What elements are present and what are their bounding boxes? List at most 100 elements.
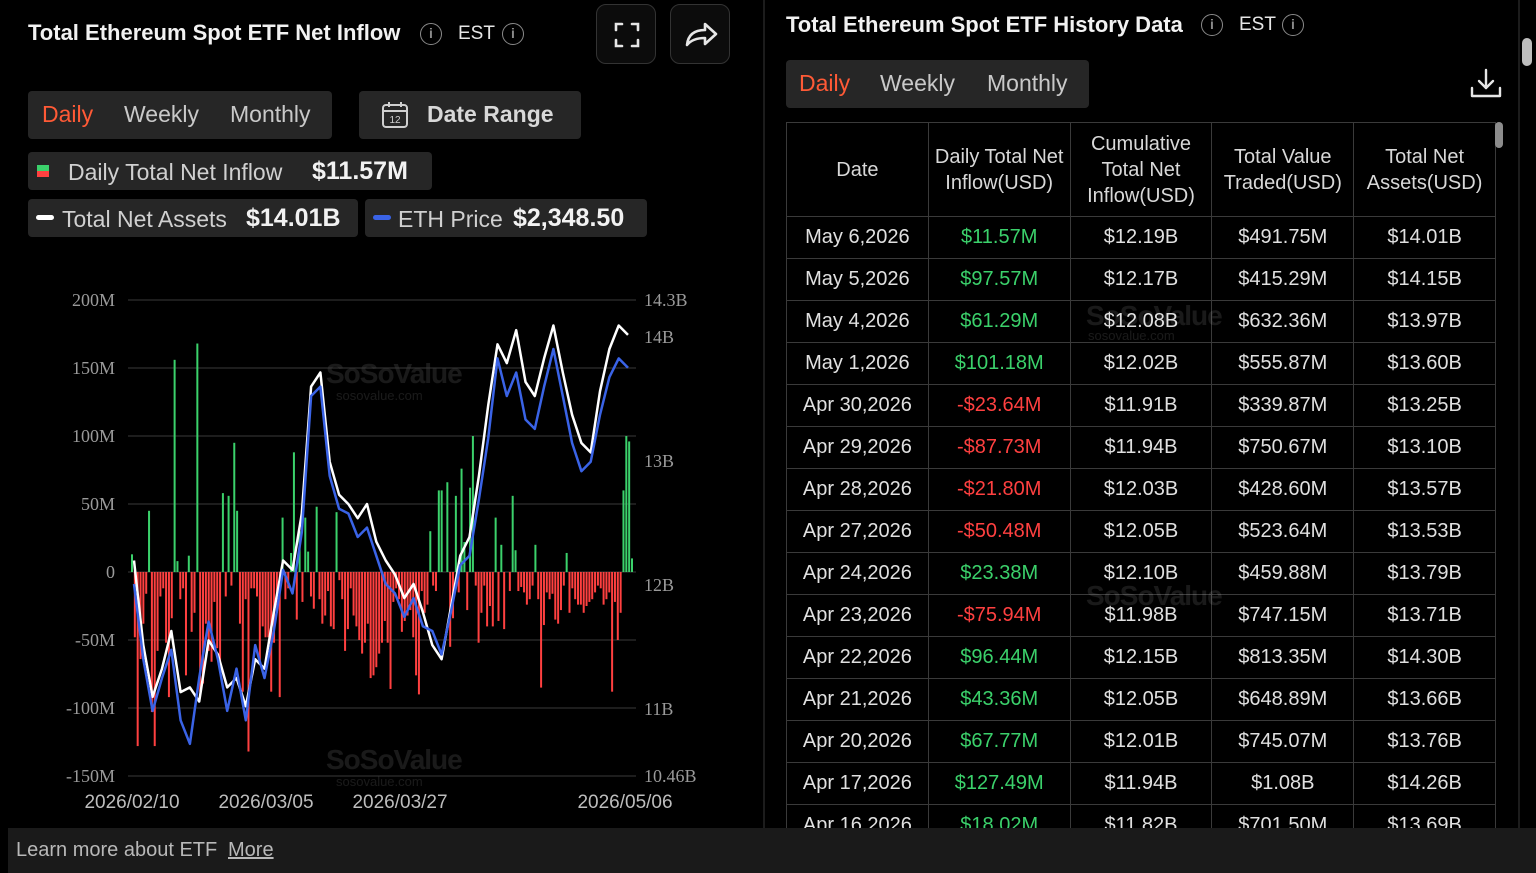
inflow-bar	[605, 572, 608, 600]
more-link[interactable]: More	[228, 839, 274, 861]
table-row[interactable]: May 4,2026 $61.29M $12.08B $632.36M $13.97B	[786, 300, 1496, 343]
history-table-container[interactable]: Date Daily Total Net Inflow(USD) Cumulat…	[786, 122, 1496, 828]
cell-net-assets: $14.15B	[1353, 258, 1496, 301]
inflow-bar	[616, 572, 619, 640]
y-tick-left: 200M	[72, 290, 115, 310]
panel-divider	[1518, 0, 1520, 828]
table-row[interactable]: Apr 28,2026 -$21.80M $12.03B $428.60M $13.57…	[786, 468, 1496, 511]
download-icon[interactable]	[1468, 66, 1504, 102]
inflow-bar	[210, 572, 213, 662]
table-row[interactable]: Apr 17,2026 $127.49M $11.94B $1.08B $14.26B	[786, 762, 1496, 805]
table-row[interactable]: Apr 27,2026 -$50.48M $12.05B $523.64M $13.53…	[786, 510, 1496, 553]
table-row[interactable]: May 1,2026 $101.18M $12.02B $555.87M $13.60B	[786, 342, 1496, 385]
share-button[interactable]	[670, 4, 730, 64]
inflow-bar	[233, 442, 236, 572]
info-icon[interactable]: i	[420, 23, 442, 45]
table-row[interactable]: Apr 30,2026 -$23.64M $11.91B $339.87M $13.25…	[786, 384, 1496, 427]
x-tick: 2026/05/06	[577, 792, 672, 813]
tab-weekly[interactable]: Weekly	[124, 101, 199, 127]
inflow-bar	[540, 572, 543, 688]
inflow-bar	[253, 572, 256, 589]
header-net-assets: Total Net Assets(USD)	[1353, 122, 1496, 217]
inflow-bar	[378, 572, 381, 654]
info-icon[interactable]: i	[1282, 14, 1304, 36]
inflow-bar	[454, 495, 457, 572]
inflow-bar	[375, 572, 378, 668]
cell-net-assets: $13.79B	[1353, 552, 1496, 595]
table-row[interactable]: Apr 16,2026 $18.02M $11.82B $701.50M $13.69B	[786, 804, 1496, 828]
inflow-bar	[184, 572, 187, 676]
watermark-logo: SoSoValue	[326, 744, 463, 775]
cell-date: Apr 17,2026	[786, 762, 929, 805]
inflow-bar	[315, 506, 318, 572]
inflow-bar	[534, 544, 537, 572]
table-row[interactable]: Apr 23,2026 -$75.94M $11.98B $747.15M $13.71…	[786, 594, 1496, 637]
cell-net-assets: $13.76B	[1353, 720, 1496, 763]
inflow-bar	[366, 572, 369, 624]
inflow-bar	[327, 572, 330, 592]
cell-value-traded: $750.67M	[1211, 426, 1355, 469]
tab-weekly[interactable]: Weekly	[880, 70, 955, 96]
table-row[interactable]: Apr 22,2026 $96.44M $12.15B $813.35M $14.30B	[786, 636, 1496, 679]
inflow-bar	[165, 572, 168, 643]
inflow-bar	[295, 572, 298, 620]
cell-cumulative-inflow: $11.82B	[1069, 804, 1213, 828]
legend-net-inflow[interactable]: Daily Total Net Inflow $11.57M	[28, 152, 432, 190]
cell-daily-inflow: -$87.73M	[927, 426, 1071, 469]
legend-eth-price[interactable]: ETH Price $2,348.50	[365, 199, 647, 237]
table-row[interactable]: May 5,2026 $97.57M $12.17B $415.29M $14.15B	[786, 258, 1496, 301]
table-row[interactable]: Apr 24,2026 $23.38M $12.10B $459.88M $13.79B	[786, 552, 1496, 595]
inflow-bar	[571, 572, 574, 589]
net-assets-line	[132, 324, 629, 708]
cell-date: Apr 27,2026	[786, 510, 929, 553]
date-range-button[interactable]: 12 Date Range	[359, 91, 581, 139]
info-icon[interactable]: i	[502, 23, 524, 45]
history-table: Date Daily Total Net Inflow(USD) Cumulat…	[786, 122, 1496, 828]
inflow-bar	[196, 343, 199, 572]
inflow-bar	[488, 572, 491, 606]
cell-date: May 4,2026	[786, 300, 929, 343]
tab-daily[interactable]: Daily	[799, 70, 851, 96]
info-icon[interactable]: i	[1201, 14, 1223, 36]
table-row[interactable]: Apr 21,2026 $43.36M $12.05B $648.89M $13.66B	[786, 678, 1496, 721]
cell-daily-inflow: $97.57M	[927, 258, 1071, 301]
cell-cumulative-inflow: $12.05B	[1069, 510, 1213, 553]
table-row[interactable]: May 6,2026 $11.57M $12.19B $491.75M $14.01B	[786, 216, 1496, 259]
y-tick-left: -100M	[66, 698, 115, 718]
inflow-bar	[400, 572, 403, 632]
inflow-bar	[219, 572, 222, 668]
cell-net-assets: $13.10B	[1353, 426, 1496, 469]
table-row[interactable]: Apr 29,2026 -$87.73M $11.94B $750.67M $13.10…	[786, 426, 1496, 469]
inflow-bar	[352, 572, 355, 616]
inflow-bar	[267, 572, 270, 638]
tab-monthly[interactable]: Monthly	[230, 101, 311, 127]
legend-net-inflow-value: $11.57M	[312, 157, 408, 185]
y-tick-right: 11B	[644, 699, 673, 719]
tab-monthly[interactable]: Monthly	[987, 70, 1068, 96]
inflow-bar	[517, 572, 520, 592]
cell-net-assets: $13.71B	[1353, 594, 1496, 637]
cell-date: Apr 24,2026	[786, 552, 929, 595]
x-axis: 2026/02/10 2026/03/05 2026/03/27 2026/05/06	[84, 792, 672, 813]
inflow-bar	[471, 436, 474, 572]
tab-daily[interactable]: Daily	[42, 101, 94, 127]
cell-value-traded: $1.08B	[1211, 762, 1355, 805]
inflow-bar	[554, 572, 557, 620]
legend-net-assets[interactable]: Total Net Assets $14.01B	[28, 199, 358, 237]
table-scrollbar[interactable]	[1495, 122, 1503, 148]
fullscreen-button[interactable]	[596, 4, 656, 64]
inflow-bar	[321, 572, 324, 624]
table-row[interactable]: Apr 20,2026 $67.77M $12.01B $745.07M $13.76B	[786, 720, 1496, 763]
cell-cumulative-inflow: $11.94B	[1069, 762, 1213, 805]
inflow-bar	[204, 572, 207, 624]
cell-cumulative-inflow: $11.91B	[1069, 384, 1213, 427]
inflow-bar	[474, 572, 477, 586]
cell-date: May 6,2026	[786, 216, 929, 259]
inflow-bar	[176, 561, 179, 572]
fullscreen-icon	[614, 22, 640, 48]
page-scrollbar[interactable]	[1522, 38, 1532, 66]
watermark-logo: SoSoValue	[326, 358, 463, 389]
cell-value-traded: $555.87M	[1211, 342, 1355, 385]
cell-daily-inflow: -$23.64M	[927, 384, 1071, 427]
